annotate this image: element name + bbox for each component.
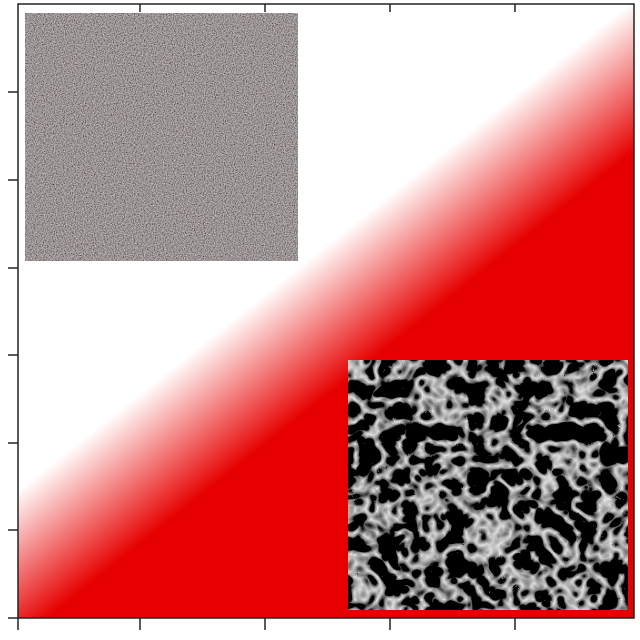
plot-frame [17, 3, 635, 619]
axis-ticks [8, 4, 516, 630]
inset-image-top [25, 13, 298, 261]
inset-image-bottom [348, 360, 628, 610]
